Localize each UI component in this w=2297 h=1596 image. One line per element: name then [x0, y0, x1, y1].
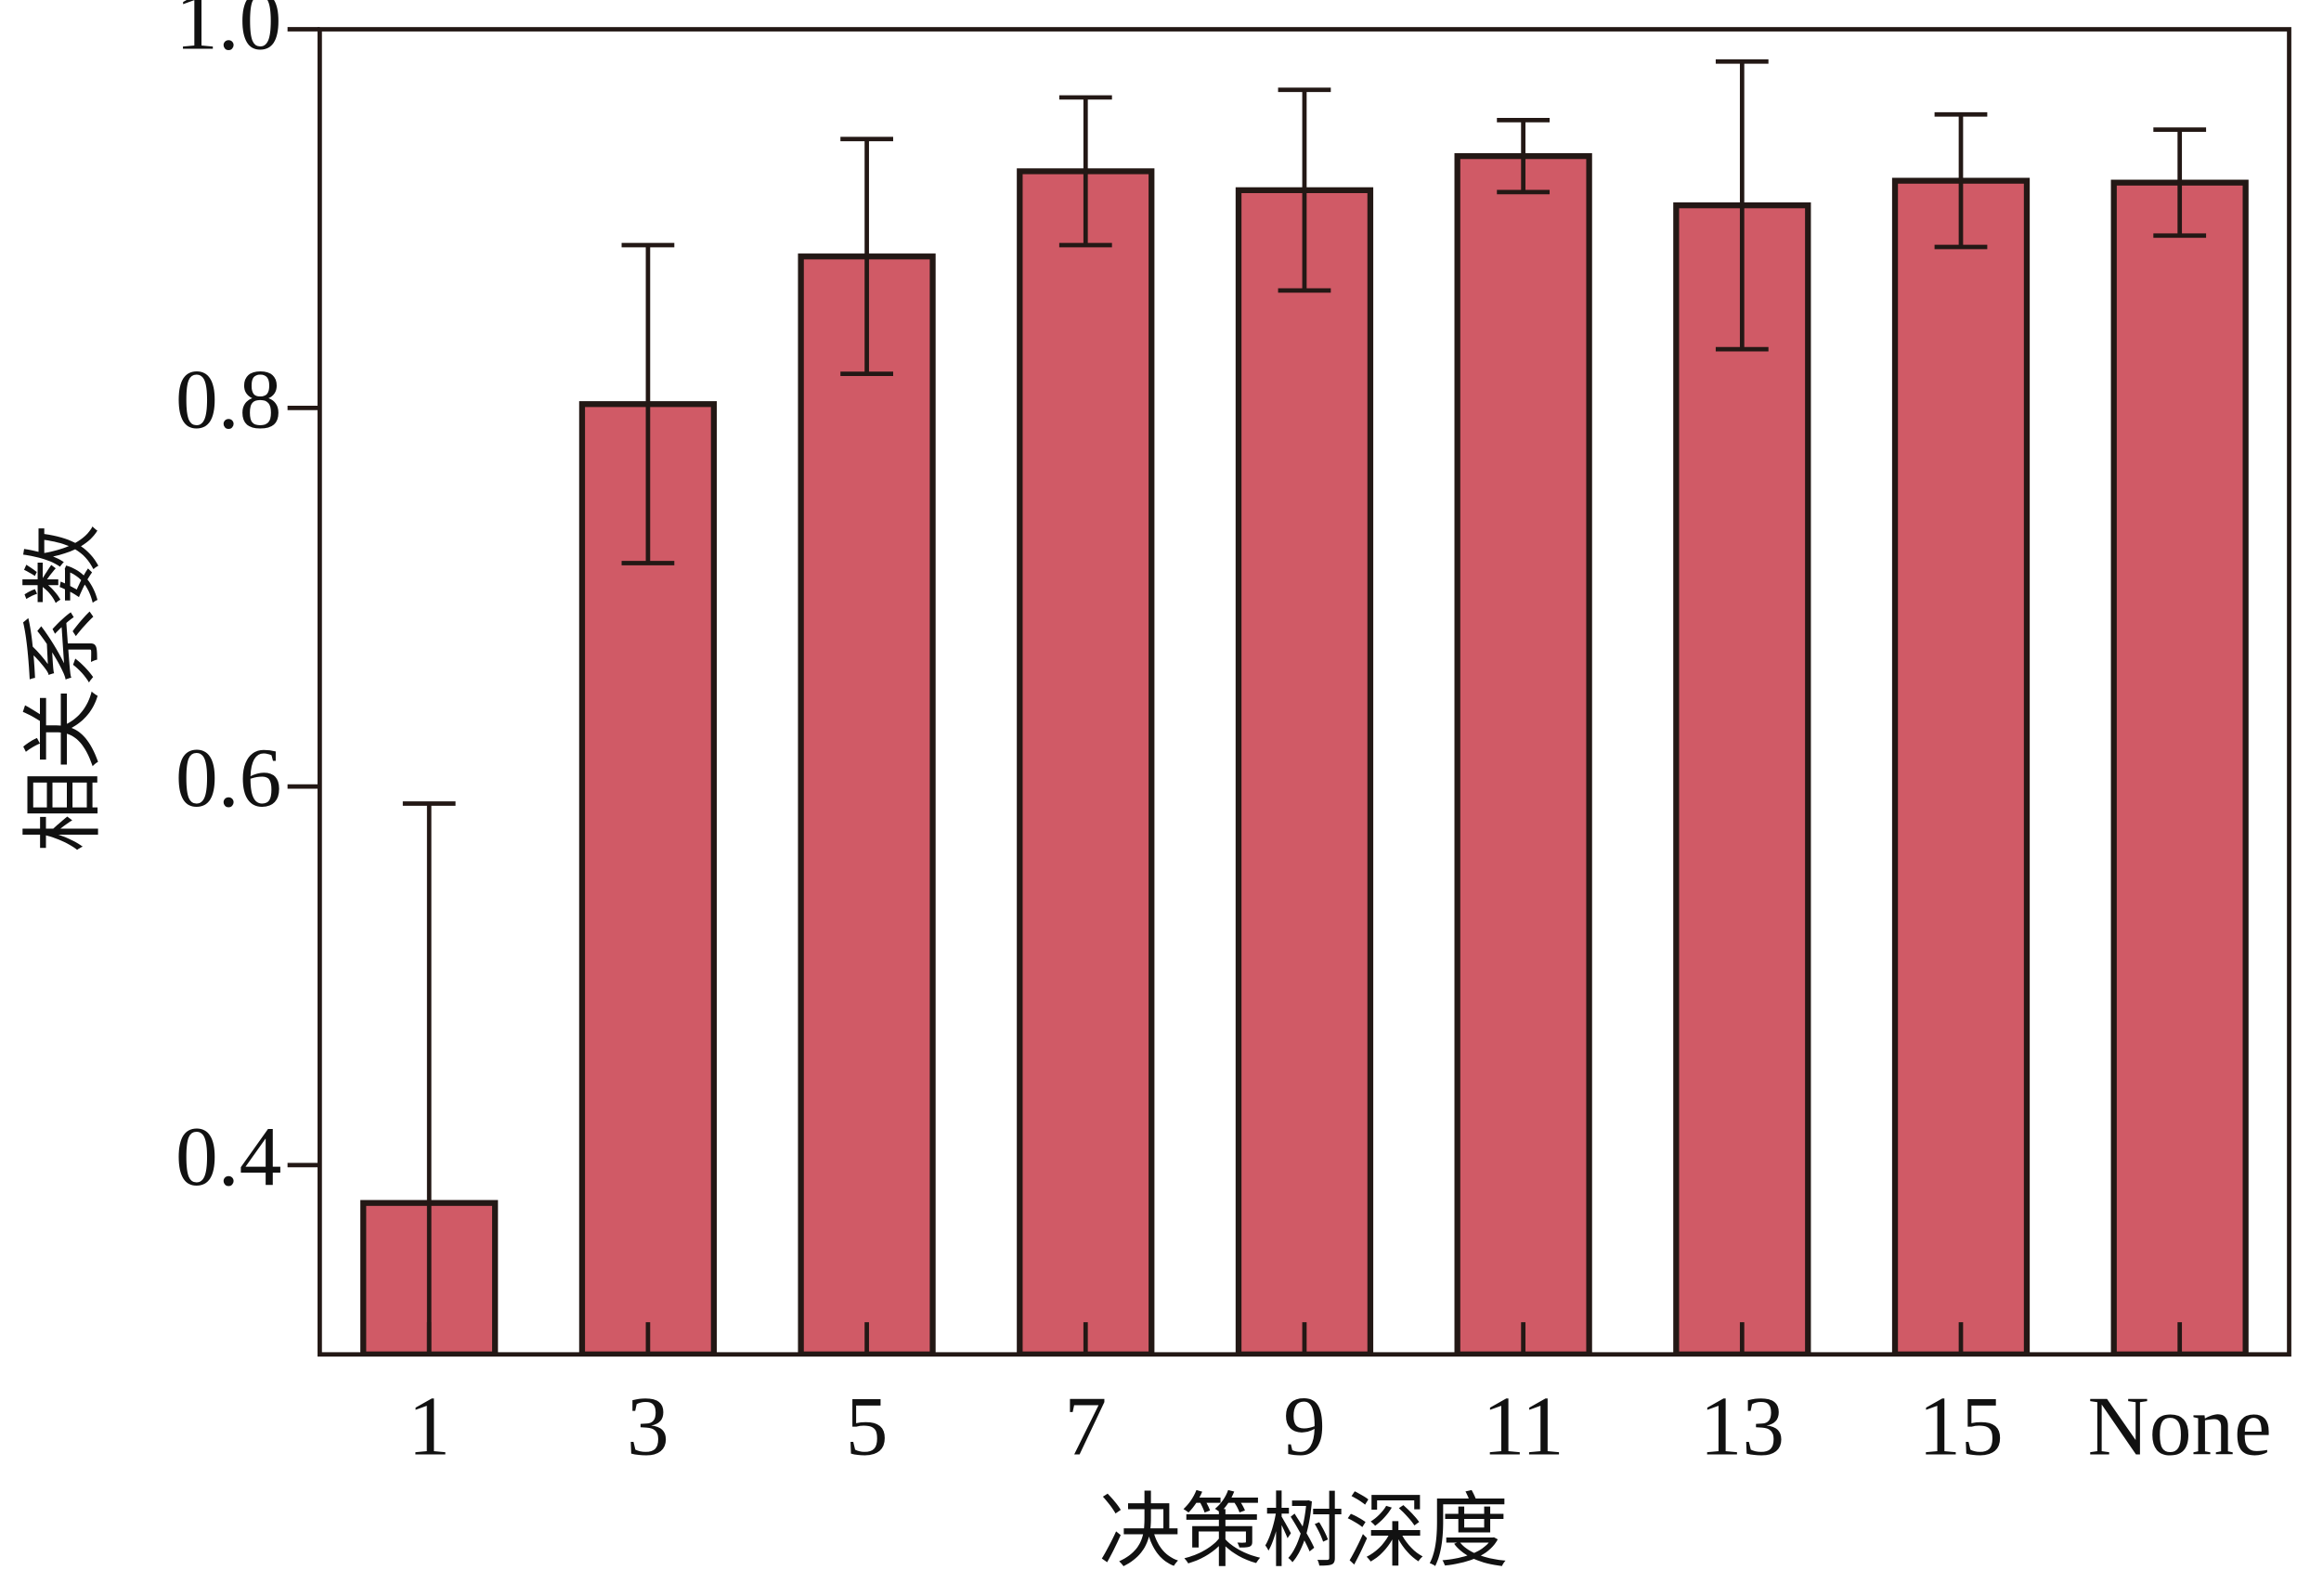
error-bar	[1497, 118, 1551, 195]
x-tick-label: 7	[1064, 1379, 1107, 1473]
plot-frame	[318, 27, 2291, 1357]
bar	[1017, 168, 1155, 1355]
y-tick-label: 0.4	[175, 1109, 281, 1203]
x-tick-label: 3	[627, 1379, 669, 1473]
bar	[1235, 187, 1374, 1355]
error-bar	[621, 242, 675, 565]
error-bar	[1058, 95, 1112, 248]
error-bar	[1278, 87, 1331, 293]
y-tick-label: 1.0	[175, 0, 281, 68]
bar	[1454, 152, 1592, 1355]
bar	[1673, 202, 1811, 1355]
error-bar	[840, 136, 893, 376]
plot-area	[360, 58, 2249, 1355]
x-tick-label: 1	[408, 1379, 450, 1473]
bar	[2110, 179, 2249, 1355]
y-tick-label: 0.6	[175, 730, 281, 824]
bar	[798, 253, 936, 1355]
x-tick-label: None	[2088, 1379, 2272, 1473]
x-tick-label: 11	[1483, 1379, 1564, 1473]
bar	[1891, 177, 2031, 1355]
y-tick-label: 0.8	[175, 351, 281, 446]
error-bar	[402, 801, 456, 1355]
error-bar	[2153, 127, 2207, 239]
error-bar	[1934, 111, 1988, 250]
x-tick-label: 5	[846, 1379, 889, 1473]
x-tick-label: 9	[1283, 1379, 1326, 1473]
x-axis-label: 决策树深度	[1098, 1484, 1509, 1579]
y-axis-label: 相关系数	[15, 525, 110, 852]
error-bar	[1715, 58, 1769, 352]
x-tick-label: 13	[1700, 1379, 1784, 1473]
x-tick-label: 15	[1918, 1379, 2003, 1473]
